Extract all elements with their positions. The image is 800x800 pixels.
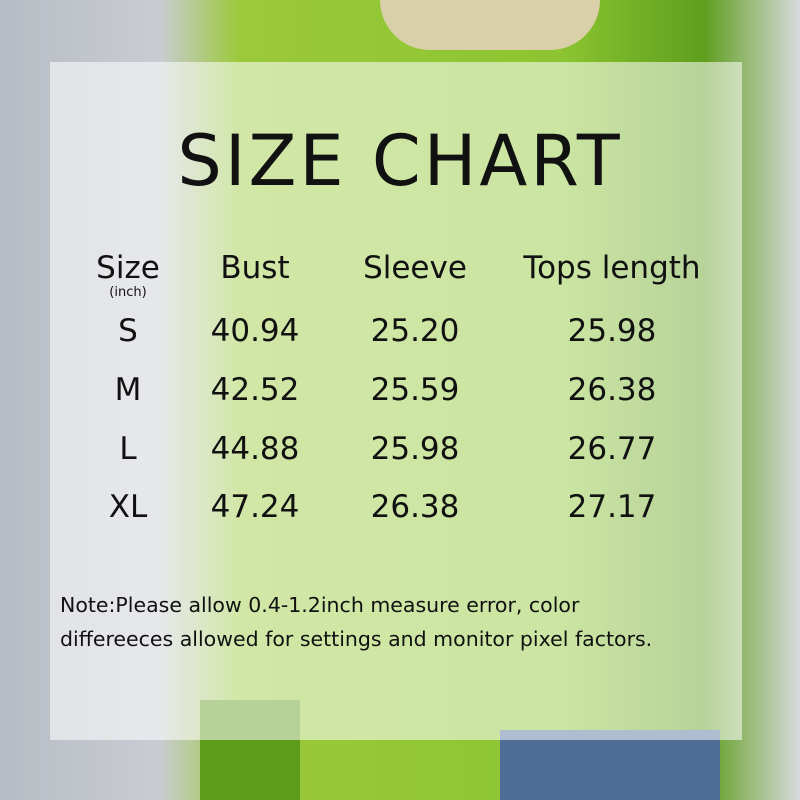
table-cell: 27.17: [567, 489, 657, 525]
column-header: Tops length: [523, 250, 701, 286]
size-cell: M: [114, 372, 142, 408]
table-cell: 25.20: [370, 313, 460, 349]
table-cell: 25.59: [370, 372, 460, 408]
size-chart-panel: [50, 62, 742, 740]
unit-label: (inch): [109, 285, 147, 300]
table-cell: 25.98: [370, 431, 460, 467]
table-cell: 47.24: [210, 489, 300, 525]
size-cell: XL: [108, 489, 148, 525]
table-cell: 42.52: [210, 372, 300, 408]
table-cell: 44.88: [210, 431, 300, 467]
table-cell: 26.77: [567, 431, 657, 467]
column-header: Size: [96, 250, 160, 286]
jeans: [500, 730, 720, 800]
hair: [380, 0, 600, 50]
note-line: Note:Please allow 0.4-1.2inch measure er…: [60, 593, 580, 617]
table-cell: 26.38: [370, 489, 460, 525]
size-cell: S: [118, 313, 138, 349]
note: Note:Please allow 0.4-1.2inch measure er…: [60, 588, 760, 656]
table-cell: 40.94: [210, 313, 300, 349]
page-title: SIZE CHART: [177, 120, 623, 202]
table-cell: 26.38: [567, 372, 657, 408]
size-cell: L: [119, 431, 137, 467]
table-cell: 25.98: [567, 313, 657, 349]
column-header: Bust: [220, 250, 290, 286]
column-header: Sleeve: [363, 250, 467, 286]
note-line: differeeces allowed for settings and mon…: [60, 627, 653, 651]
